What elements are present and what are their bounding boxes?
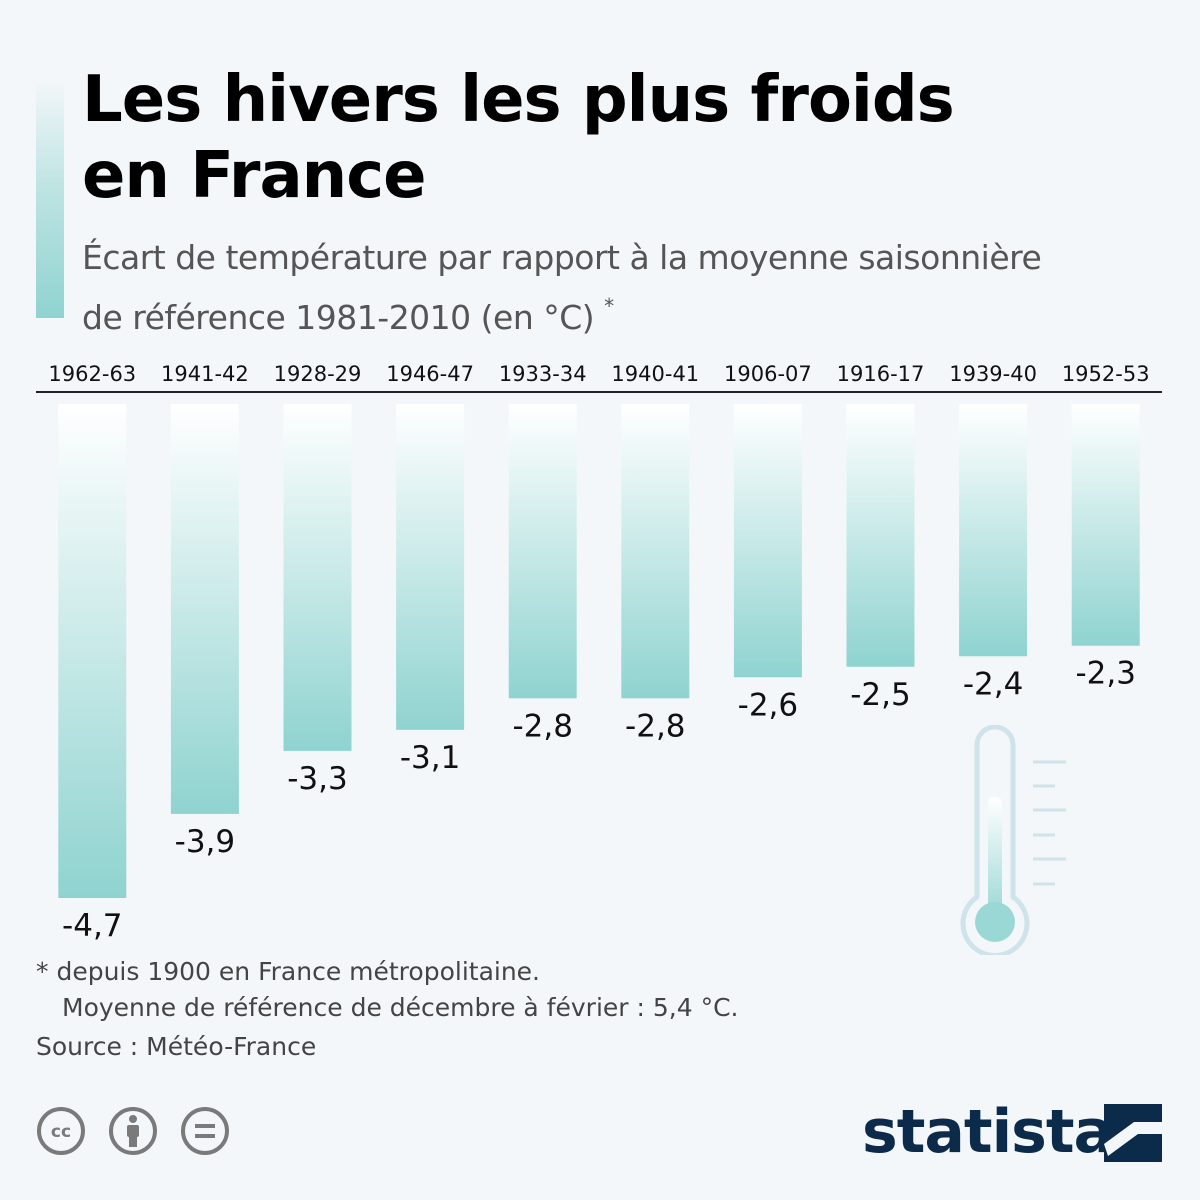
category-label: 1946-47 bbox=[386, 362, 474, 386]
thermometer-icon bbox=[960, 725, 1066, 955]
source-text: Source : Météo-France bbox=[36, 1032, 317, 1061]
value-label: -2,6 bbox=[738, 687, 799, 723]
cc-icon[interactable]: cc bbox=[36, 1106, 86, 1156]
value-label: -2,8 bbox=[625, 708, 686, 744]
subtitle-footnote-marker: * bbox=[604, 294, 614, 318]
no-derivatives-icon[interactable] bbox=[180, 1106, 230, 1156]
chart-subtitle: Écart de température par rapport à la mo… bbox=[82, 234, 1172, 342]
bar bbox=[959, 404, 1028, 657]
value-label: -2,5 bbox=[850, 677, 911, 713]
statista-logo-text[interactable]: statista bbox=[862, 1097, 1114, 1167]
attribution-icon[interactable] bbox=[108, 1106, 158, 1156]
bar bbox=[58, 404, 127, 898]
bar bbox=[621, 404, 690, 699]
value-label: -3,1 bbox=[400, 740, 461, 776]
chart-title: Les hivers les plus froids en France bbox=[82, 62, 1162, 214]
statista-logo-icon bbox=[1104, 1104, 1162, 1162]
category-label: 1940-41 bbox=[611, 362, 699, 386]
category-label: 1916-17 bbox=[837, 362, 925, 386]
title-line-1: Les hivers les plus froids bbox=[82, 63, 955, 137]
title-line-2: en France bbox=[82, 139, 427, 213]
value-label: -2,8 bbox=[512, 708, 573, 744]
bar bbox=[846, 404, 915, 667]
bar bbox=[1071, 404, 1140, 646]
bar bbox=[508, 404, 577, 699]
value-label: -4,7 bbox=[62, 908, 123, 944]
category-label: 1939-40 bbox=[949, 362, 1037, 386]
value-label: -2,3 bbox=[1075, 656, 1136, 692]
bar-chart: 1962-63 -4,7 1941-42 -3,9 1928-29 -3,3 1946-47… bbox=[36, 362, 1162, 944]
title-accent-bar bbox=[36, 78, 64, 318]
category-label: 1906-07 bbox=[724, 362, 812, 386]
footnote-line-1: * depuis 1900 en France métropolitaine. bbox=[36, 957, 541, 986]
category-label: 1952-53 bbox=[1062, 362, 1150, 386]
category-label: 1962-63 bbox=[48, 362, 136, 386]
footnote-line-2: Moyenne de référence de décembre à févri… bbox=[62, 993, 739, 1022]
footnote: * depuis 1900 en France métropolitaine. … bbox=[36, 954, 936, 1026]
svg-text:cc: cc bbox=[51, 1122, 71, 1142]
bar bbox=[283, 404, 352, 751]
bar bbox=[170, 404, 239, 814]
value-label: -2,4 bbox=[963, 666, 1024, 702]
value-label: -3,9 bbox=[175, 824, 236, 860]
subtitle-line-1: Écart de température par rapport à la mo… bbox=[82, 238, 1042, 277]
category-label: 1941-42 bbox=[161, 362, 249, 386]
value-label: -3,3 bbox=[287, 761, 348, 797]
category-label: 1928-29 bbox=[274, 362, 362, 386]
category-label: 1933-34 bbox=[499, 362, 587, 386]
subtitle-line-2: de référence 1981-2010 (en °C) bbox=[82, 298, 595, 337]
bar bbox=[396, 404, 465, 730]
bar bbox=[733, 404, 802, 678]
